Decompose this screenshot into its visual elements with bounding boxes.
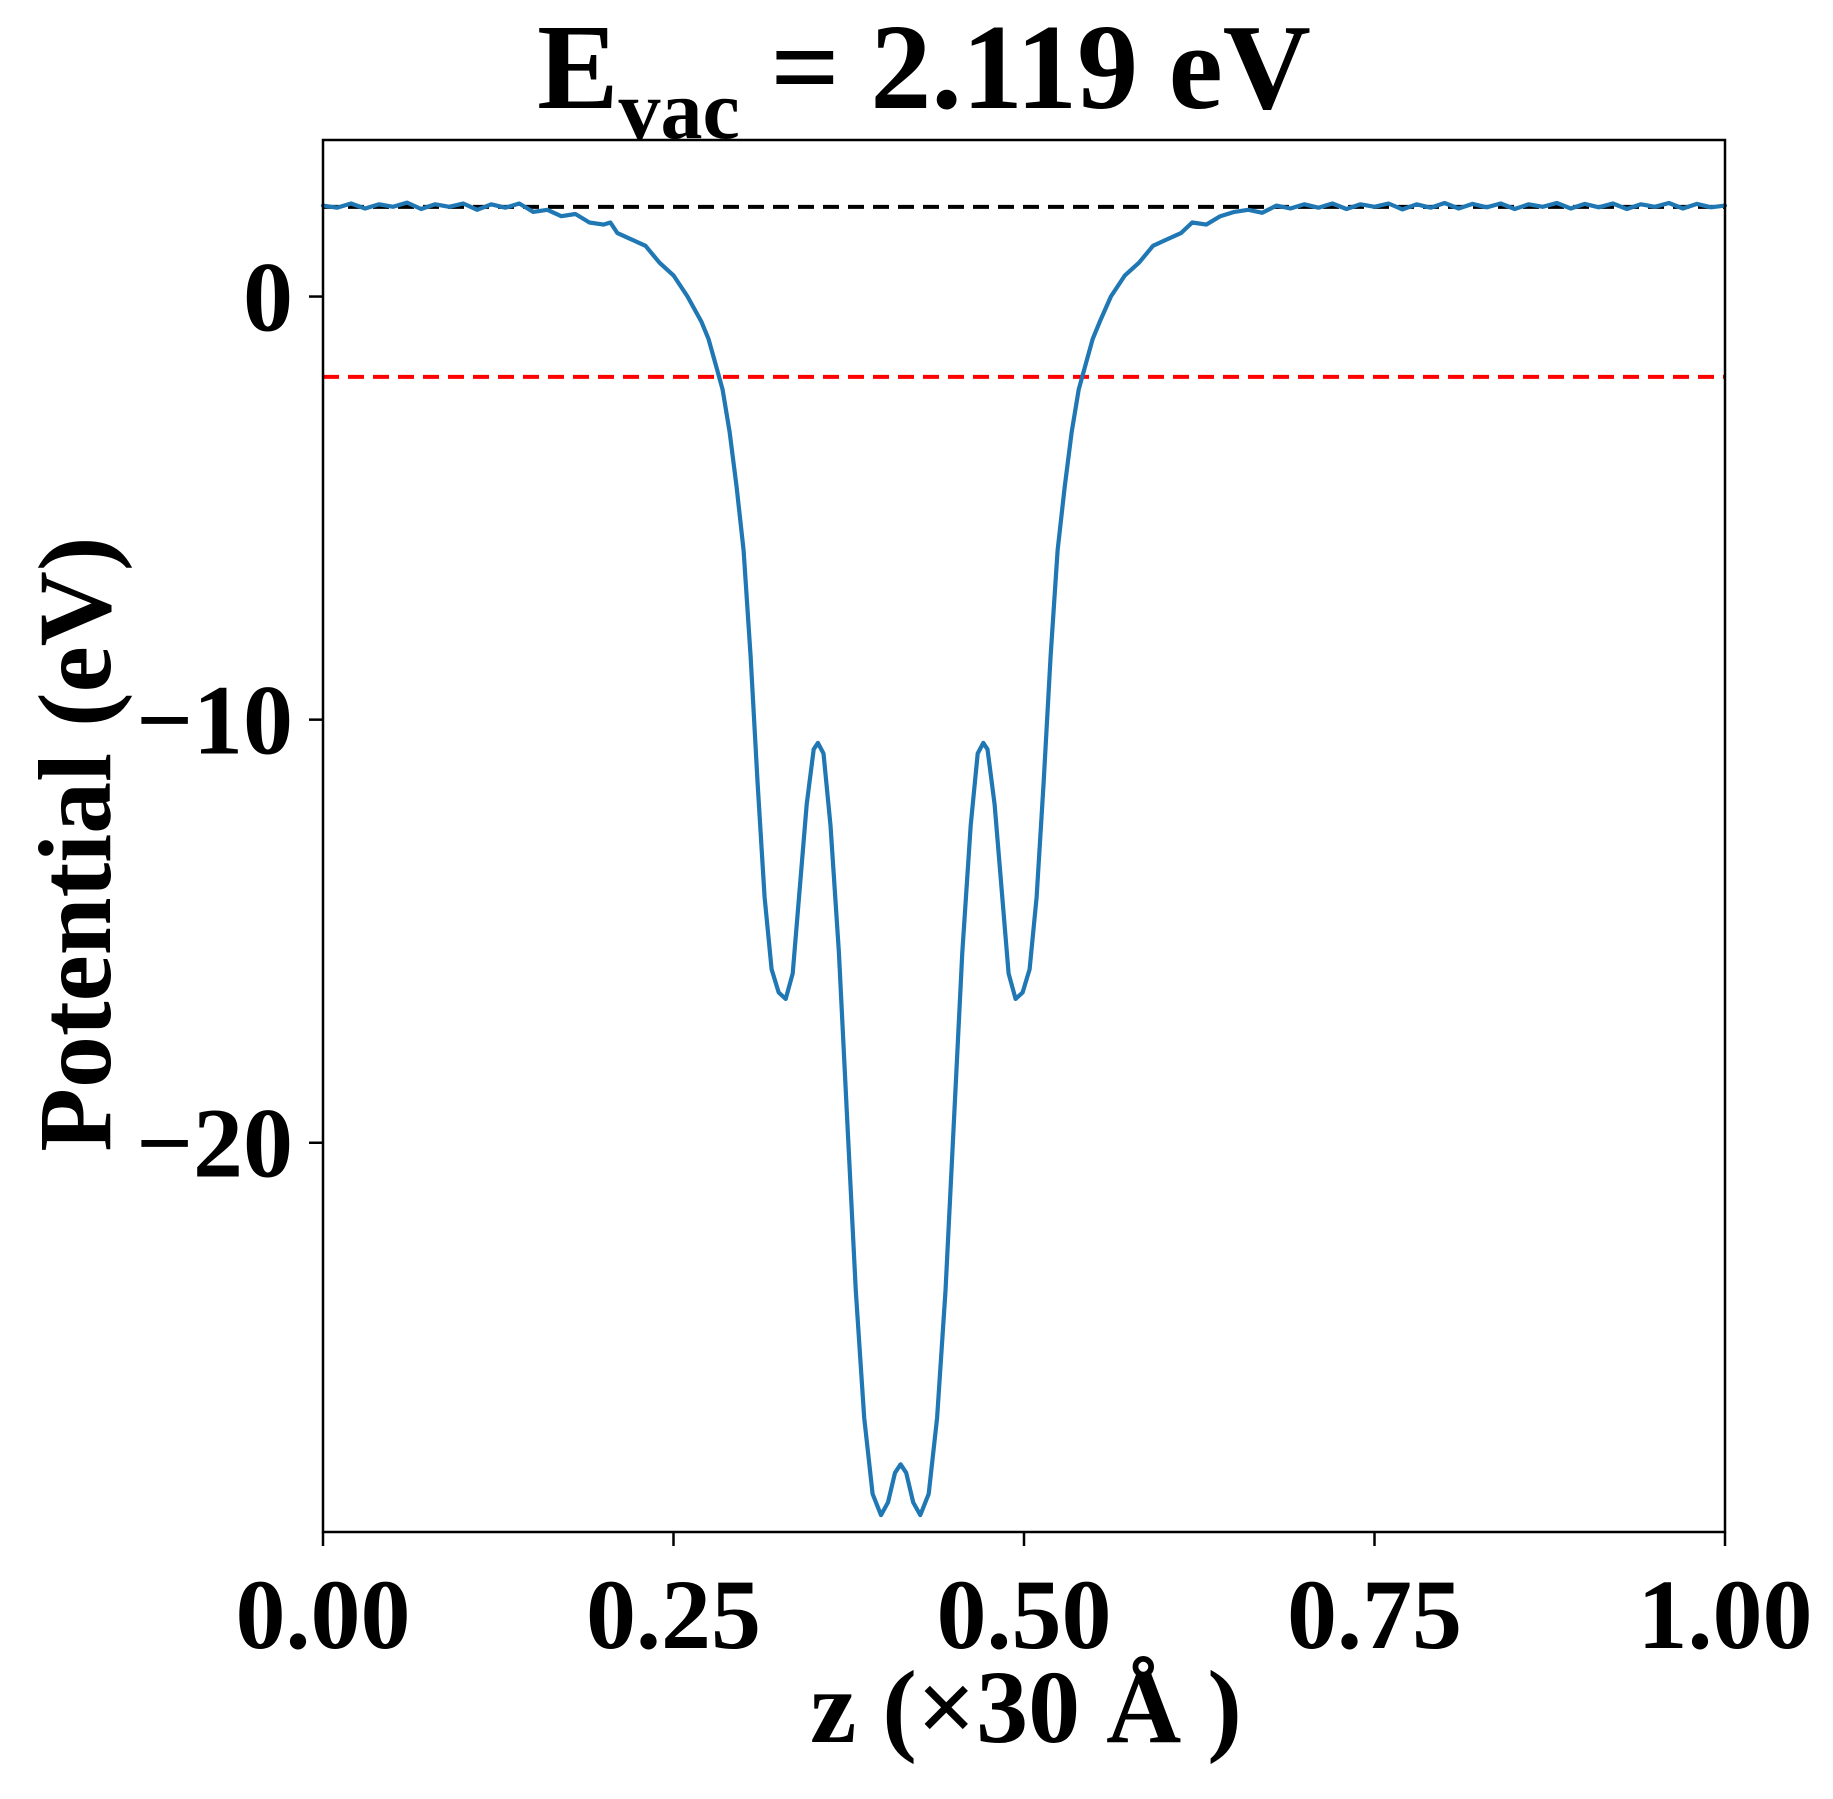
plot-layer bbox=[320, 200, 1728, 1518]
title-prefix: E bbox=[537, 0, 618, 135]
ticks-layer: 0.00 0.25 0.50 0.75 1.00 0 −10 −20 bbox=[136, 138, 1813, 1670]
series-line-0 bbox=[320, 200, 1728, 1518]
title-subscript: vac bbox=[619, 64, 740, 157]
y-axis-label: Potential (eV) bbox=[18, 536, 133, 1151]
plot-frame bbox=[321, 138, 1727, 1534]
chart-title: Evac = 2.119 eV bbox=[537, 0, 1311, 157]
x-tick-label: 0.75 bbox=[1287, 1559, 1462, 1670]
x-tick-label: 1.00 bbox=[1638, 1559, 1813, 1670]
y-tick-label: −20 bbox=[136, 1088, 293, 1199]
x-tick-label: 0.50 bbox=[937, 1559, 1112, 1670]
y-tick-label: 0 bbox=[243, 242, 293, 353]
x-axis-label: z (×30 Å ) bbox=[810, 1650, 1242, 1765]
x-tick-label: 0.00 bbox=[236, 1559, 411, 1670]
title-suffix: = 2.119 eV bbox=[740, 0, 1311, 135]
x-tick-label: 0.25 bbox=[586, 1559, 761, 1670]
y-tick-label: −10 bbox=[136, 665, 293, 776]
